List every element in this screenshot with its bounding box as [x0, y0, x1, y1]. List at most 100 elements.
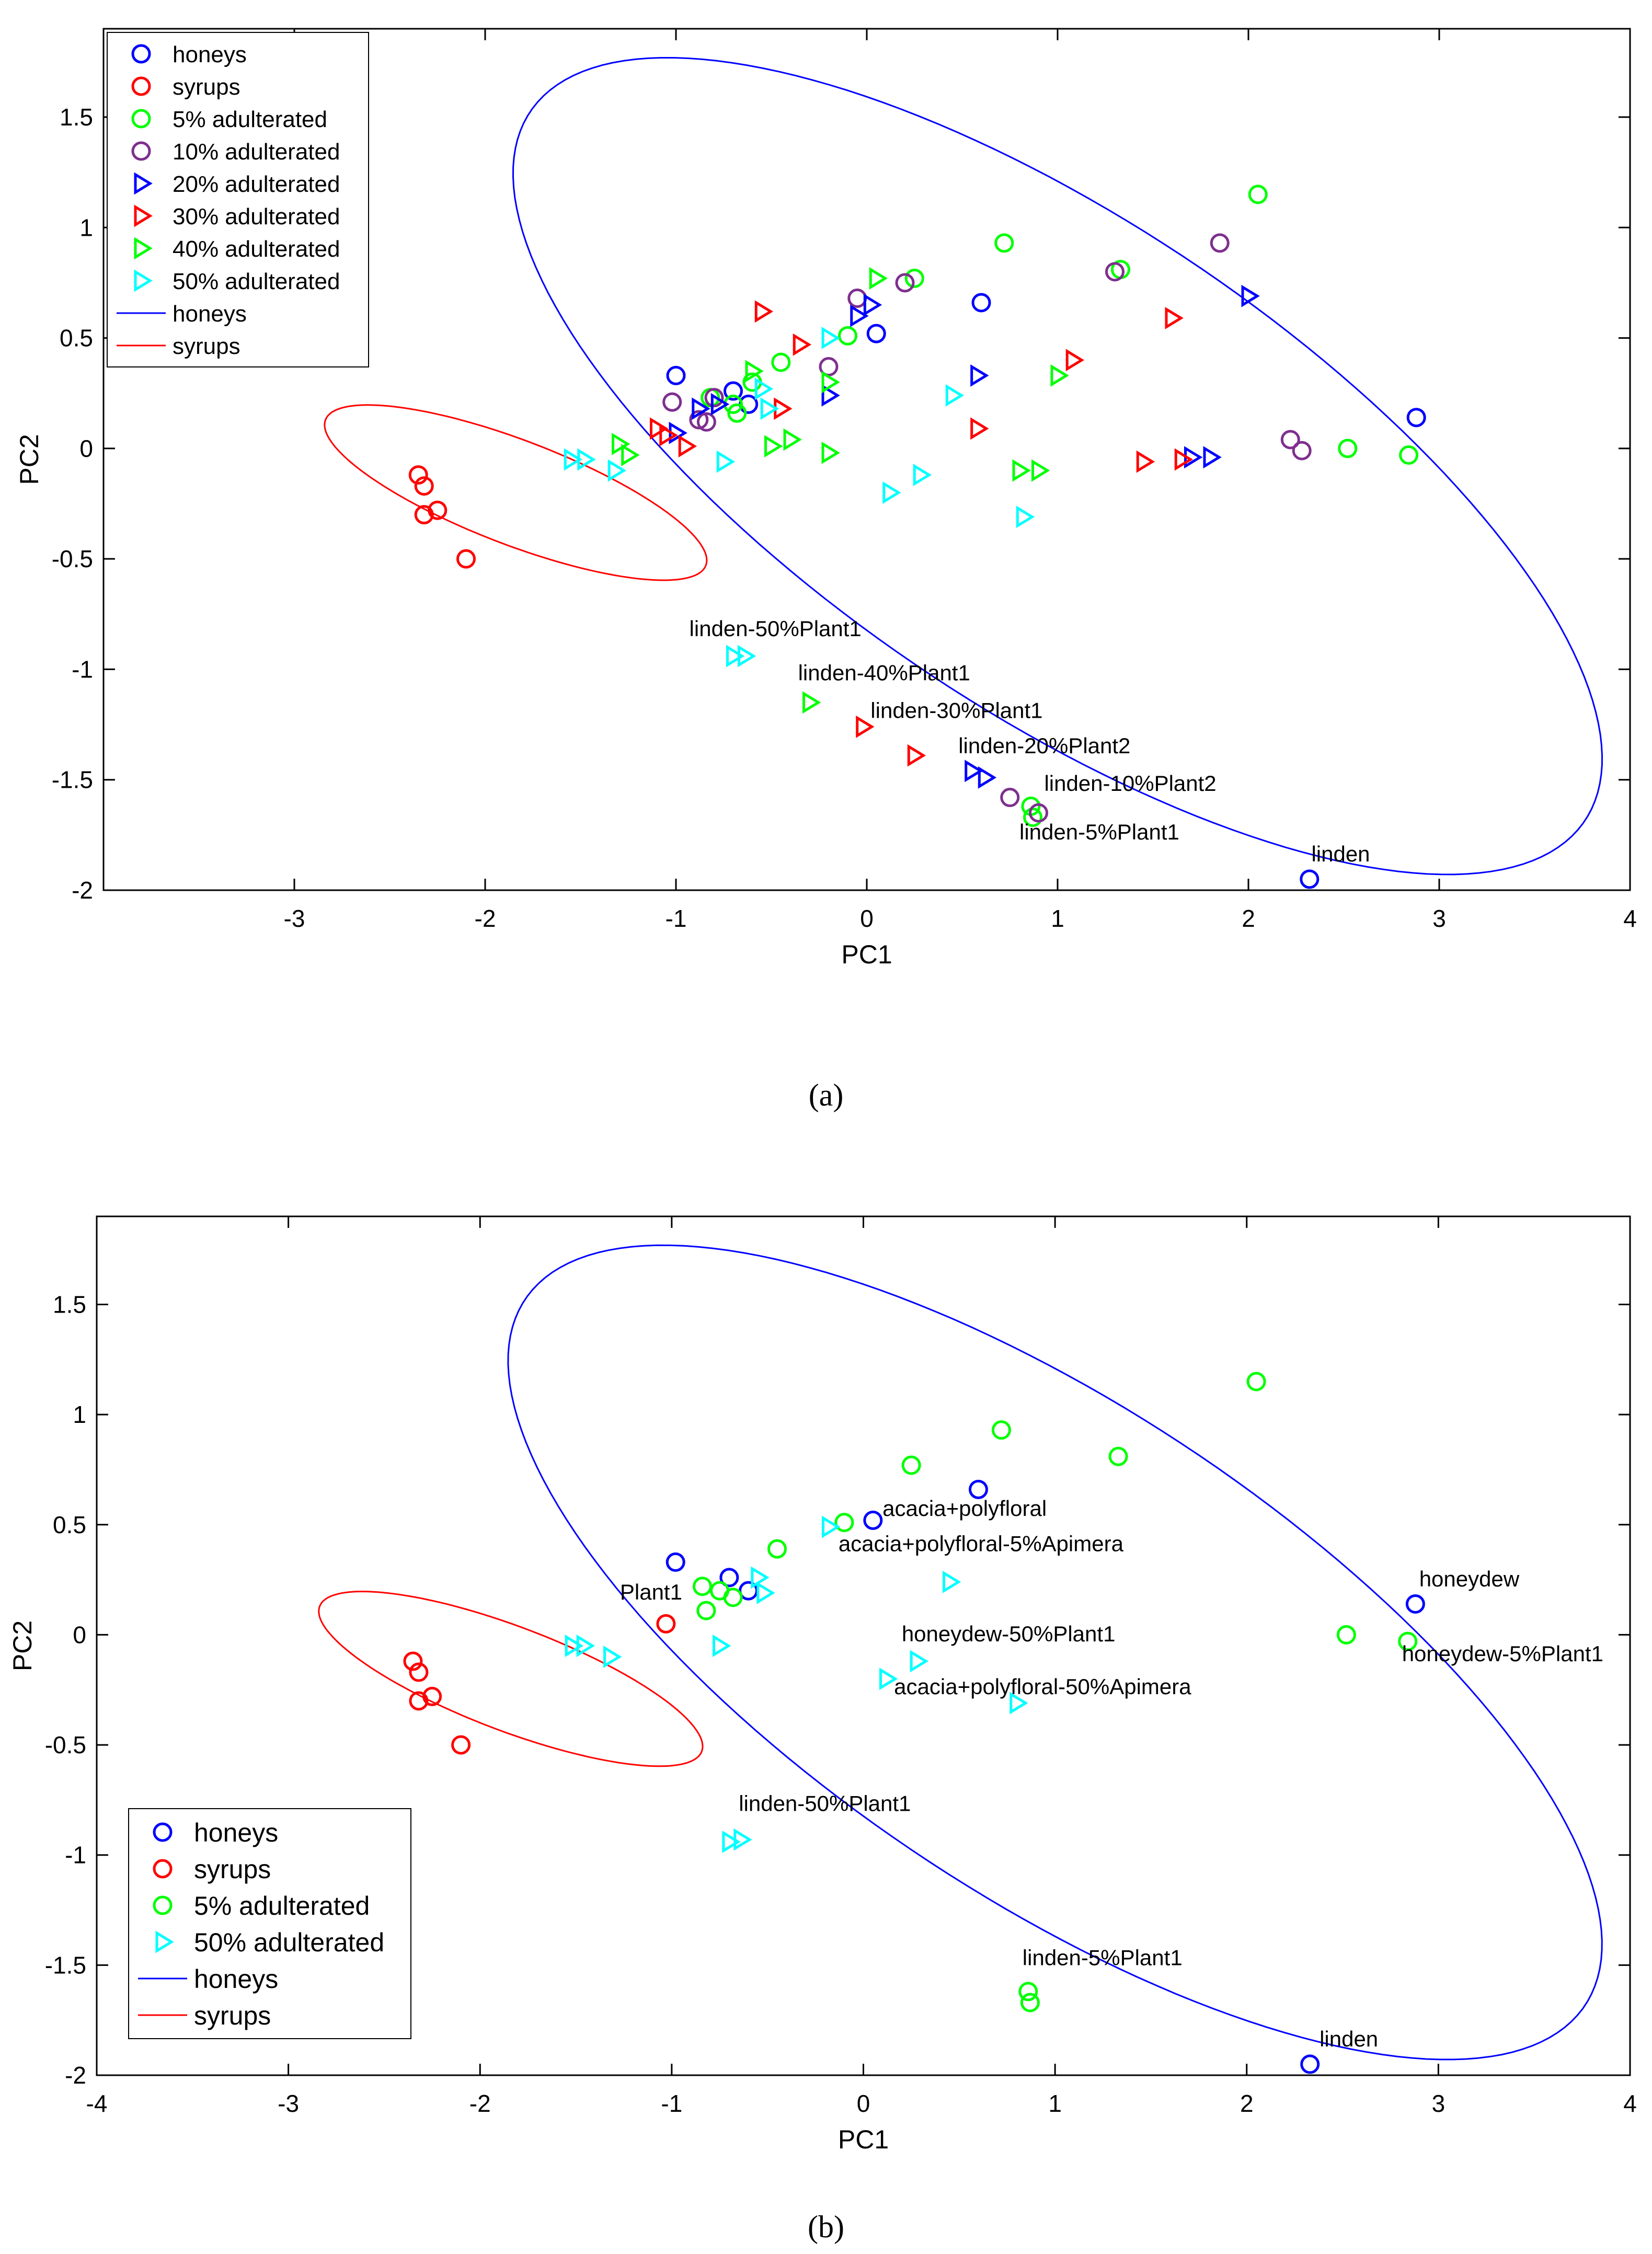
y-tick-label: 0: [79, 435, 93, 462]
data-point: [754, 300, 774, 323]
data-point: [696, 1601, 716, 1620]
legend: honeys syrups 5% adulterated 10% adulterate…: [107, 32, 369, 367]
data-point: [621, 444, 640, 466]
data-point: [863, 293, 882, 316]
data-point: [693, 1577, 713, 1596]
data-point: [821, 371, 840, 394]
data-point: [722, 1830, 741, 1853]
data-point: [819, 357, 839, 377]
data-point: [751, 1566, 770, 1589]
x-tick-label: 3: [1432, 2090, 1446, 2117]
data-point: [659, 424, 678, 446]
panel-b: -4 -3 -2 -1 0 1 2 3 4 1.5 1 0.5 0 -0.5 -1 -1.5 -2 PC1 PC2 a…: [8, 1215, 1637, 2244]
panel-caption: (b): [808, 2210, 844, 2244]
x-tick-label: -2: [475, 905, 496, 932]
y-tick-label: -1.5: [52, 766, 93, 794]
data-point: [1405, 1594, 1425, 1614]
data-point: [422, 1686, 442, 1706]
data-point: [994, 233, 1014, 253]
legend-marker: [131, 109, 151, 129]
data-point: [970, 364, 989, 387]
legend-label: 30% adulterated: [173, 204, 340, 229]
data-point: [1018, 1982, 1038, 2002]
x-tick-label: -1: [661, 2090, 682, 2117]
data-point: [771, 352, 791, 372]
data-point: [783, 428, 802, 451]
x-axis-label: PC1: [838, 2125, 889, 2154]
y-tick-label: 0.5: [60, 325, 93, 352]
data-point: [907, 744, 926, 767]
series-50-adulterated: [564, 327, 1035, 668]
data-point: [869, 267, 888, 290]
data-point: [1016, 505, 1035, 528]
y-tick-label: 1: [73, 1401, 86, 1428]
legend-marker: [153, 1822, 173, 1842]
data-point: [612, 432, 630, 455]
y-tick-label: 1.5: [60, 104, 93, 131]
data-point: [733, 1828, 752, 1851]
x-tick-label: 2: [1242, 905, 1255, 932]
y-axis: 1.5 1 0.5 0 -0.5 -1 -1.5 -2: [45, 1291, 1630, 2089]
data-point: [1108, 1446, 1128, 1466]
legend-label: syrups: [173, 74, 240, 100]
y-tick-label: -0.5: [52, 545, 93, 572]
data-point: [666, 1552, 685, 1572]
y-tick-label: -2: [72, 877, 93, 904]
legend-label: 20% adulterated: [173, 171, 340, 197]
data-point: [882, 481, 901, 504]
data-point: [1338, 439, 1358, 458]
data-point: [904, 268, 924, 288]
annotation-label: Plant1: [620, 1580, 682, 1604]
annotation-label: linden-5%Plant1: [1023, 1945, 1183, 1970]
data-point: [403, 1651, 423, 1671]
data-point: [689, 410, 709, 430]
data-point: [1300, 869, 1320, 889]
data-point: [942, 1570, 961, 1593]
y-tick-label: -1.5: [45, 1951, 86, 1979]
legend-label: syrups: [194, 1855, 271, 1884]
data-point: [678, 435, 697, 458]
legend-marker: [153, 1859, 173, 1879]
x-tick-label: 2: [1240, 2090, 1254, 2117]
ellipses: [318, 1244, 1603, 2061]
annotation-label: acacia+polyfloral-5%Apimera: [839, 1531, 1124, 1556]
x-tick-label: 0: [857, 2090, 870, 2117]
annotation-label: linden: [1320, 2027, 1378, 2051]
annotation-label: linden-30%Plant1: [870, 698, 1042, 722]
legend-marker: [153, 1895, 173, 1915]
data-point: [576, 1635, 595, 1657]
data-point: [656, 1614, 676, 1634]
annotation-label: honeydew-5%Plant1: [1402, 1641, 1603, 1666]
x-tick-label: -2: [469, 2090, 491, 2117]
data-point: [895, 273, 915, 293]
legend: honeys syrups 5% adulterated 50% adulterate…: [128, 1808, 411, 2039]
x-tick-label: -3: [278, 2090, 299, 2117]
data-point: [1241, 284, 1260, 307]
data-point: [834, 1513, 854, 1533]
data-point: [793, 333, 812, 356]
data-point: [451, 1735, 471, 1755]
data-point: [1065, 349, 1085, 372]
data-point: [456, 549, 476, 569]
data-point: [564, 448, 583, 471]
data-point: [710, 393, 730, 416]
annotation-label: acacia+polyfloral-50%Apimera: [894, 1674, 1191, 1699]
legend-label: syrups: [194, 2001, 271, 2030]
legend-label: 50% adulterated: [173, 269, 340, 294]
data-point: [970, 417, 989, 440]
ellipse-honeys: [507, 1244, 1603, 2061]
legend-box: [107, 32, 369, 367]
x-tick-label: 4: [1623, 905, 1637, 932]
legend-box: [128, 1808, 411, 2039]
y-tick-label: 0.5: [53, 1511, 86, 1538]
annotation-label: linden-5%Plant1: [1019, 820, 1179, 844]
legend-label: 5% adulterated: [173, 107, 327, 132]
y-axis-label: PC2: [15, 434, 44, 485]
series-syrups: [403, 1614, 676, 1755]
x-tick-label: 3: [1432, 905, 1446, 932]
x-axis-label: PC1: [841, 940, 892, 969]
data-point: [978, 766, 997, 789]
data-point: [1050, 364, 1069, 387]
data-point: [821, 327, 840, 350]
